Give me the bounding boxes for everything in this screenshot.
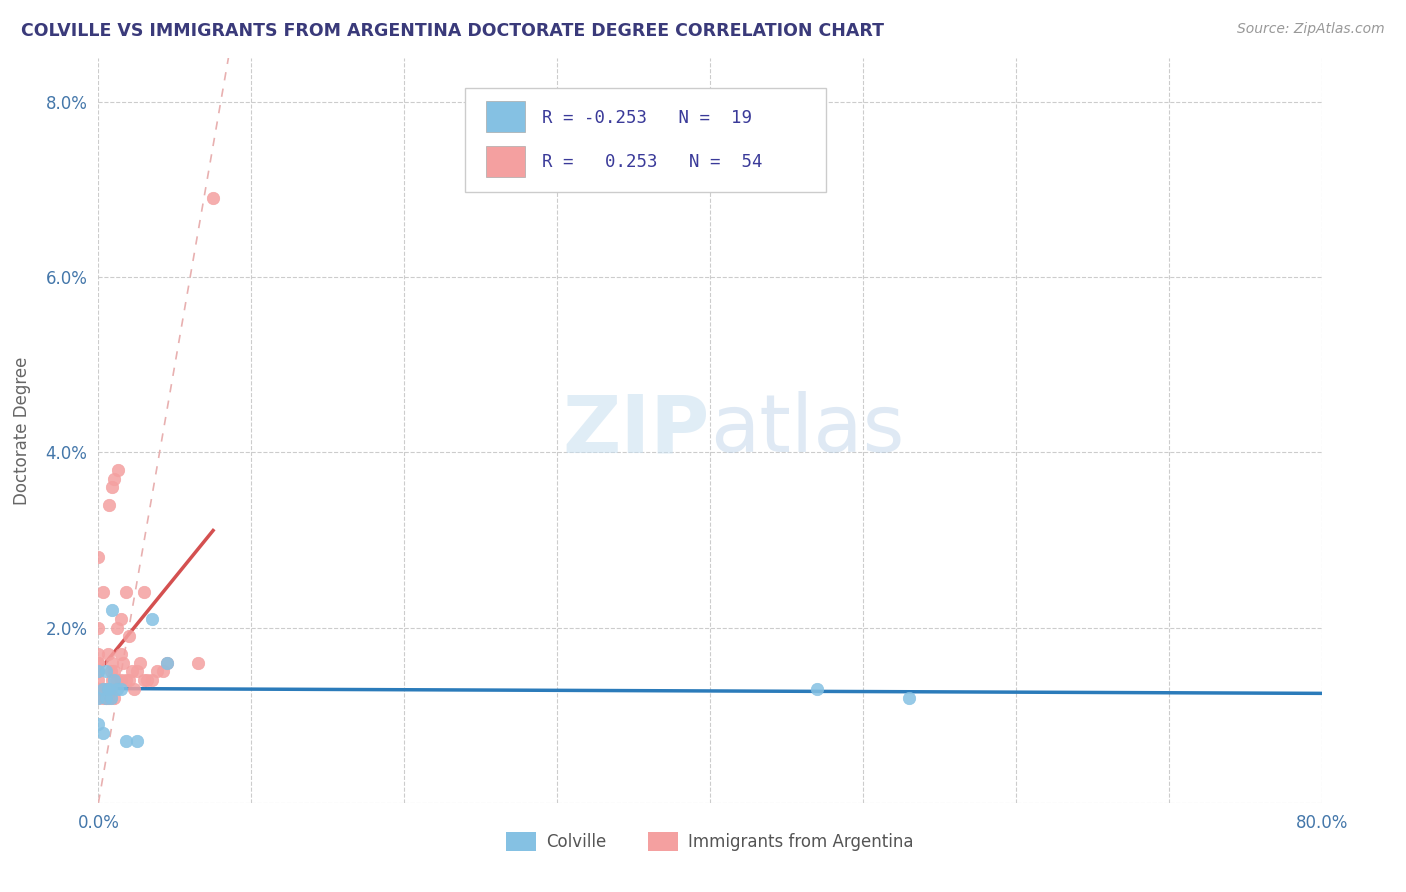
Point: [101, 603, 124, 617]
Point: [87, 690, 110, 705]
Text: Source: ZipAtlas.com: Source: ZipAtlas.com: [1237, 22, 1385, 37]
Point: [141, 673, 163, 687]
Point: [98, 681, 121, 696]
Point: [202, 191, 225, 205]
Point: [103, 673, 125, 687]
Text: R =   0.253   N =  54: R = 0.253 N = 54: [543, 153, 763, 171]
Point: [806, 681, 828, 696]
Point: [110, 612, 132, 626]
Point: [101, 480, 124, 494]
Point: [94, 681, 117, 696]
Text: COLVILLE VS IMMIGRANTS FROM ARGENTINA DOCTORATE DEGREE CORRELATION CHART: COLVILLE VS IMMIGRANTS FROM ARGENTINA DO…: [21, 22, 884, 40]
Point: [110, 673, 132, 687]
FancyBboxPatch shape: [486, 146, 526, 178]
Point: [87, 647, 110, 661]
Text: R = -0.253   N =  19: R = -0.253 N = 19: [543, 109, 752, 127]
Point: [110, 681, 132, 696]
Point: [111, 656, 134, 670]
Legend: Colville, Immigrants from Argentina: Colville, Immigrants from Argentina: [499, 825, 921, 858]
Point: [87, 665, 110, 679]
Point: [115, 585, 138, 599]
Point: [115, 673, 138, 687]
Y-axis label: Doctorate Degree: Doctorate Degree: [14, 356, 31, 505]
Point: [125, 734, 148, 748]
Point: [97, 690, 120, 705]
Point: [87, 550, 110, 565]
Point: [87, 621, 110, 635]
Point: [87, 717, 110, 731]
Point: [87, 681, 110, 696]
Point: [105, 621, 128, 635]
Point: [87, 673, 110, 687]
Point: [118, 673, 141, 687]
Point: [94, 690, 117, 705]
Point: [118, 629, 141, 643]
Point: [91, 681, 114, 696]
Point: [128, 656, 150, 670]
Point: [91, 725, 114, 739]
Point: [105, 681, 128, 696]
Point: [98, 690, 121, 705]
Point: [87, 690, 110, 705]
Point: [152, 665, 174, 679]
Text: atlas: atlas: [710, 392, 904, 469]
Point: [110, 647, 132, 661]
Point: [101, 673, 124, 687]
Point: [103, 665, 125, 679]
Point: [91, 585, 114, 599]
Point: [100, 690, 122, 705]
Point: [156, 656, 179, 670]
Point: [87, 656, 110, 670]
Point: [122, 681, 145, 696]
Point: [103, 472, 125, 486]
Point: [107, 463, 129, 477]
Point: [156, 656, 179, 670]
Point: [94, 681, 117, 696]
Point: [97, 647, 120, 661]
Point: [136, 673, 159, 687]
Point: [897, 690, 920, 705]
Point: [121, 665, 143, 679]
Point: [187, 656, 209, 670]
Point: [134, 673, 156, 687]
Point: [115, 734, 138, 748]
Point: [105, 673, 128, 687]
Point: [98, 681, 121, 696]
Point: [134, 585, 156, 599]
Point: [94, 690, 117, 705]
Point: [94, 665, 117, 679]
Point: [125, 665, 148, 679]
Point: [103, 690, 125, 705]
Point: [87, 665, 110, 679]
Point: [97, 681, 120, 696]
Point: [100, 681, 122, 696]
Point: [98, 498, 121, 512]
Point: [91, 690, 114, 705]
FancyBboxPatch shape: [486, 102, 526, 132]
Text: ZIP: ZIP: [562, 392, 710, 469]
Point: [87, 665, 110, 679]
Point: [87, 681, 110, 696]
FancyBboxPatch shape: [465, 87, 827, 192]
Point: [141, 612, 163, 626]
Point: [100, 665, 122, 679]
Point: [87, 656, 110, 670]
Point: [91, 681, 114, 696]
Point: [145, 665, 167, 679]
Point: [101, 656, 124, 670]
